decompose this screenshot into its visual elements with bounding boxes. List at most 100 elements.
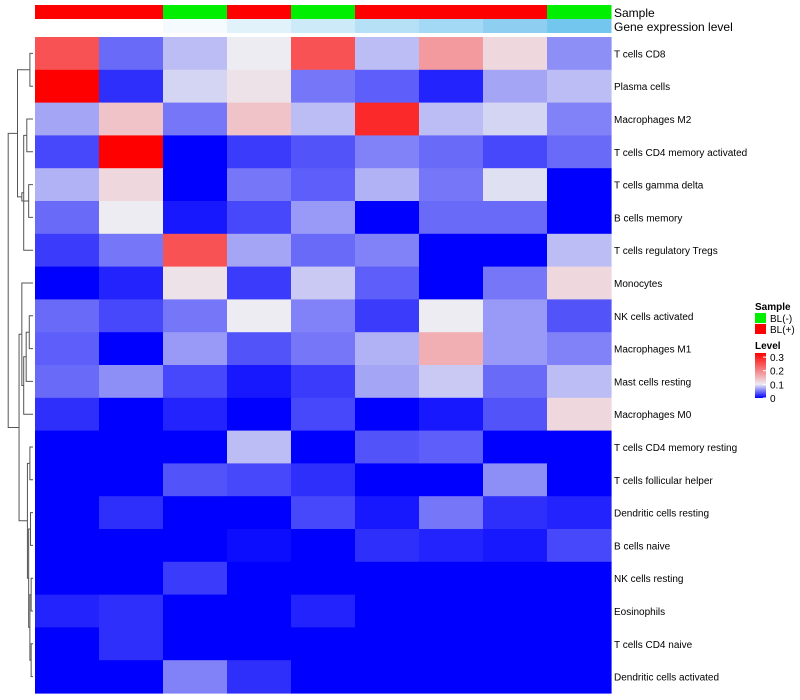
- heatmap-cell: [291, 365, 356, 399]
- heatmap-cell: [547, 135, 612, 169]
- heatmap-cell: [35, 102, 100, 136]
- dendrogram-branch: [26, 118, 33, 153]
- heatmap-cell: [291, 102, 356, 136]
- heatmap-cell: [547, 463, 612, 497]
- heatmap-cell: [355, 201, 420, 235]
- row-label: Mast cells resting: [614, 377, 691, 388]
- heatmap-cell: [291, 37, 356, 71]
- heatmap-cell: [35, 233, 100, 268]
- heatmap-cell: [355, 627, 420, 661]
- heatmap-cell: [419, 168, 484, 202]
- dendrogram-branch: [23, 356, 33, 415]
- heatmap-cell: [419, 332, 484, 366]
- expression-annotation-cell: [99, 19, 164, 33]
- dendrogram-branch: [30, 512, 33, 546]
- heatmap-cell: [291, 266, 356, 300]
- heatmap-cell: [227, 397, 292, 432]
- heatmap-cell: [99, 332, 164, 366]
- row-label: T cells CD8: [614, 49, 666, 60]
- heatmap-cell: [355, 233, 420, 268]
- heatmap-cell: [35, 299, 100, 333]
- heatmap-cell: [35, 201, 100, 235]
- row-label: NK cells resting: [614, 574, 683, 585]
- heatmap-cell: [99, 430, 164, 464]
- heatmap-cell: [291, 529, 356, 563]
- heatmap-cell: [419, 102, 484, 136]
- row-label: T cells CD4 memory activated: [614, 148, 747, 159]
- sample-annotation-cell: [163, 5, 228, 19]
- dendrogram-branch: [29, 446, 33, 481]
- row-label: Macrophages M0: [614, 410, 692, 421]
- heatmap-cell: [99, 529, 164, 563]
- heatmap-cell: [419, 561, 484, 596]
- heatmap-cell: [547, 233, 612, 268]
- legend-level-colorbar: [755, 353, 766, 398]
- heatmap-cell: [483, 332, 548, 366]
- heatmap-cell: [483, 594, 548, 628]
- dendrogram-branch: [29, 52, 33, 87]
- heatmap-cell: [35, 332, 100, 366]
- heatmap-cell: [99, 397, 164, 432]
- heatmap-cell: [163, 397, 228, 432]
- legend-level-title: Level: [755, 341, 781, 352]
- heatmap-cell: [291, 69, 356, 104]
- heatmap-cell: [227, 299, 292, 333]
- heatmap-cell: [547, 561, 612, 596]
- heatmap-cell: [355, 529, 420, 563]
- heatmap-cell: [483, 168, 548, 202]
- heatmap-cell: [163, 463, 228, 497]
- heatmap-cell: [419, 496, 484, 530]
- heatmap-cell: [355, 69, 420, 104]
- heatmap-cell: [547, 102, 612, 136]
- heatmap-cell: [163, 365, 228, 399]
- heatmap-cell: [355, 266, 420, 300]
- heatmap-cell: [291, 496, 356, 530]
- legend-sample-label: BL(+): [770, 325, 795, 336]
- expression-annotation-cell: [163, 19, 228, 33]
- heatmap-cell: [547, 266, 612, 300]
- heatmap-cell: [99, 627, 164, 661]
- legend-sample-label: BL(-): [770, 314, 792, 325]
- row-label: Dendritic cells activated: [614, 673, 719, 684]
- row-label: T cells gamma delta: [614, 181, 704, 192]
- heatmap-cell: [355, 102, 420, 136]
- heatmap-cell: [547, 168, 612, 202]
- dendrogram-branch: [30, 577, 33, 612]
- legend-level-tick-label: 0.1: [770, 380, 784, 391]
- heatmap-cell: [483, 627, 548, 661]
- heatmap-cell: [419, 201, 484, 235]
- legend-level-tick-label: 0.2: [770, 367, 784, 378]
- heatmap-cell: [483, 233, 548, 268]
- heatmap-cell: [547, 594, 612, 628]
- heatmap-cell: [291, 332, 356, 366]
- heatmap-cell: [419, 660, 484, 694]
- heatmap-cell: [483, 660, 548, 694]
- heatmap-cell: [355, 365, 420, 399]
- heatmap-cell: [291, 660, 356, 694]
- expression-annotation-cell: [227, 19, 292, 33]
- heatmap-cell: [483, 299, 548, 333]
- heatmap-cell: [291, 299, 356, 333]
- heatmap-cell: [419, 594, 484, 628]
- heatmap-cell: [355, 496, 420, 530]
- heatmap-cell: [35, 496, 100, 530]
- heatmap-cell: [547, 397, 612, 432]
- heatmap-cell: [227, 102, 292, 136]
- heatmap-cell: [547, 627, 612, 661]
- heatmap-cell: [99, 266, 164, 300]
- expression-annotation-cell: [291, 19, 356, 33]
- expression-annotation-cell: [483, 19, 548, 33]
- heatmap-cell: [227, 627, 292, 661]
- heatmap-cell: [547, 529, 612, 563]
- annotation-label-sample: Sample: [614, 6, 655, 20]
- row-label: T cells CD4 naive: [614, 640, 693, 651]
- heatmap-cell: [163, 201, 228, 235]
- heatmap-cell: [227, 430, 292, 464]
- heatmap-cell: [163, 266, 228, 300]
- heatmap-cell: [419, 37, 484, 71]
- row-label: T cells regulatory Tregs: [614, 246, 718, 257]
- heatmap-cell: [291, 594, 356, 628]
- heatmap-cell: [419, 69, 484, 104]
- sample-annotation-cell: [35, 5, 100, 19]
